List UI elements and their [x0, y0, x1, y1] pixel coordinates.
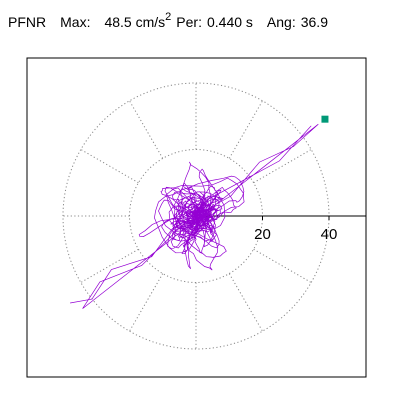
- grid-spoke: [253, 149, 312, 184]
- period-value: 0.440 s: [206, 14, 253, 30]
- plot-header: PFNR Max: 48.5 cm/s2 Per: 0.440 s Ang: 36.9: [8, 11, 328, 31]
- max-unit: cm/s: [135, 14, 166, 30]
- max-unit-exponent: 2: [165, 11, 172, 23]
- grid-spoke: [80, 149, 139, 184]
- plot-frame: [26, 57, 367, 378]
- grid-spoke: [80, 248, 139, 283]
- trace-oscillation: [138, 161, 245, 271]
- grid-spoke: [129, 273, 164, 332]
- radial-tick-labels: 20 40: [254, 216, 337, 243]
- grid-spoke: [228, 273, 263, 332]
- radial-tick-label: 20: [254, 226, 271, 243]
- max-value: 48.5: [104, 14, 132, 30]
- period-label: Per:: [176, 14, 202, 30]
- grid-spoke: [129, 100, 164, 159]
- radial-tick-label: 40: [321, 226, 338, 243]
- max-label: Max:: [60, 14, 91, 30]
- peak-markers: [321, 115, 329, 123]
- angle-value: 36.9: [300, 14, 328, 30]
- acceleration-trace: [70, 123, 319, 309]
- peak-marker: [321, 115, 329, 123]
- trace-peak-streak: [70, 123, 319, 309]
- station-code: PFNR: [8, 14, 47, 30]
- grid-spoke: [228, 100, 263, 159]
- grid-spoke: [253, 248, 312, 283]
- angle-label: Ang:: [266, 14, 296, 30]
